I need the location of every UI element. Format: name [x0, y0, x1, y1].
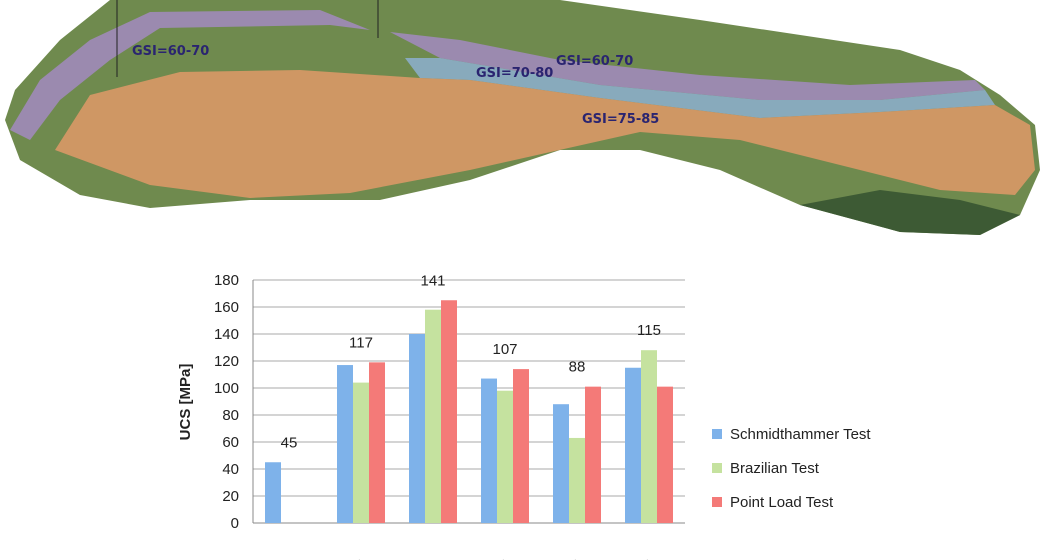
y-tick-label: 120 — [214, 353, 239, 370]
y-tick-label: 180 — [214, 272, 239, 289]
gsi-label: GSI=60-70 — [556, 54, 633, 69]
legend-swatch — [712, 463, 722, 473]
gsi-label: GSI=70-80 — [476, 66, 553, 81]
x-tick-label: lk — [348, 555, 368, 560]
terrain-dark-forest — [800, 190, 1020, 235]
bar-brazilian-test — [569, 437, 585, 523]
gsi-label: GSI=60-70 — [132, 44, 209, 59]
bar-brazilian-test — [497, 390, 513, 523]
bar-schmidthammer-test — [481, 378, 497, 523]
bar-point-load-test — [585, 386, 601, 523]
data-label: 117 — [349, 334, 373, 351]
legend-label: Brazilian Test — [730, 460, 819, 477]
x-tick-label: n — [422, 556, 440, 560]
y-axis-label: UCS [MPa] — [177, 364, 194, 441]
zone-orange — [55, 70, 1035, 198]
data-label: 141 — [420, 272, 445, 289]
legend-item: Point Load Test — [712, 494, 833, 511]
bar-brazilian-test — [353, 382, 369, 523]
y-tick-label: 80 — [222, 407, 239, 424]
data-label: 115 — [637, 322, 661, 339]
data-label: 88 — [569, 359, 586, 376]
legend-label: Schmidthammer Test — [730, 426, 871, 443]
y-tick-label: 160 — [214, 299, 239, 316]
data-label: 107 — [492, 341, 517, 358]
bar-point-load-test — [441, 300, 457, 523]
bar-schmidthammer-test — [265, 462, 281, 523]
x-tick-label: lk — [636, 555, 656, 560]
zone-purple-left — [10, 10, 370, 140]
zone-purple-right — [390, 32, 985, 100]
bar-schmidthammer-test — [337, 365, 353, 523]
legend-label: Point Load Test — [730, 494, 834, 511]
y-tick-label: 0 — [231, 515, 239, 532]
y-tick-label: 100 — [214, 380, 239, 397]
data-label: 45 — [281, 434, 298, 451]
bar-schmidthammer-test — [553, 404, 569, 523]
bar-point-load-test — [513, 369, 529, 523]
bar-schmidthammer-test — [409, 334, 425, 523]
bar-schmidthammer-test — [625, 367, 641, 523]
x-tick-label: lk — [564, 555, 584, 560]
y-tick-label: 40 — [222, 461, 239, 478]
gsi-label: GSI=75-85 — [582, 112, 659, 127]
legend-item: Schmidthammer Test — [712, 426, 871, 443]
legend-swatch — [712, 497, 722, 507]
zone-blue — [405, 58, 995, 118]
legend-swatch — [712, 429, 722, 439]
bar-brazilian-test — [425, 309, 441, 523]
bar-point-load-test — [369, 362, 385, 523]
legend-item: Brazilian Test — [712, 460, 819, 477]
bar-point-load-test — [657, 386, 673, 523]
y-tick-label: 140 — [214, 326, 239, 343]
y-tick-label: 20 — [222, 488, 239, 505]
terrain-map: GSI=60-70 GSI=70-80 GSI=60-70 GSI=75-85 — [5, 0, 1040, 235]
y-tick-label: 60 — [222, 434, 239, 451]
x-tick-label: o — [278, 556, 296, 560]
x-tick-label: lk — [492, 555, 512, 560]
bar-brazilian-test — [641, 350, 657, 523]
